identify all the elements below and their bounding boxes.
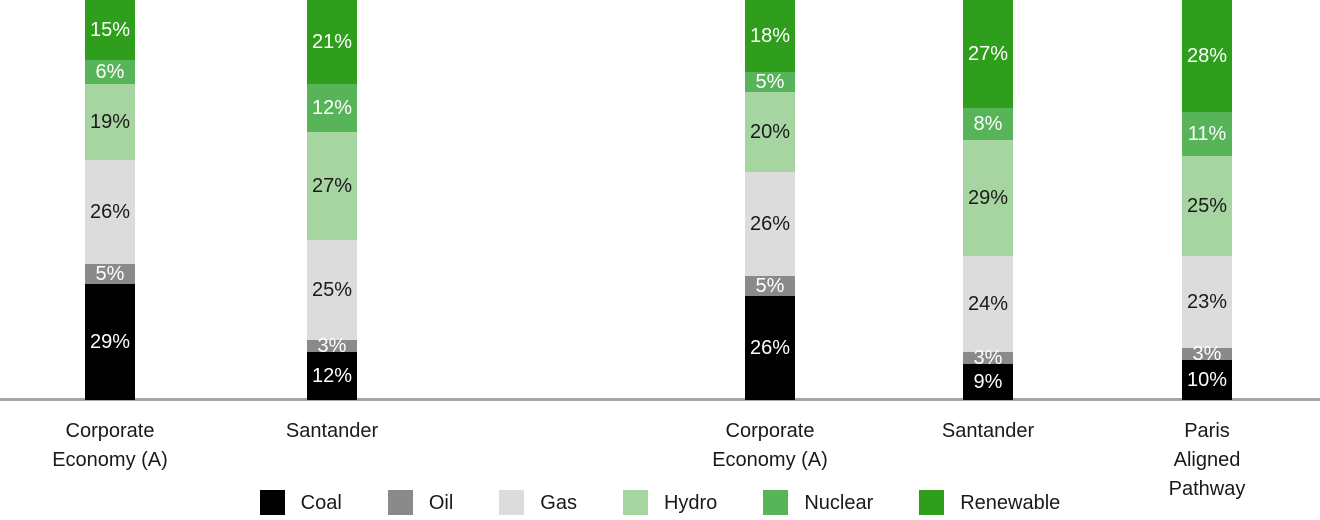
legend-label: Gas bbox=[540, 491, 577, 514]
legend-label: Coal bbox=[300, 491, 342, 514]
segment-value-label: 3% bbox=[973, 347, 1003, 369]
segment-value-label: 27% bbox=[311, 175, 353, 197]
segment-value-label: 29% bbox=[967, 187, 1009, 209]
bar-segment-gas: 26% bbox=[85, 160, 135, 264]
bar-segment-oil: 5% bbox=[745, 276, 795, 296]
stacked-bar: 26% 5% 26% 20% 5% 18% bbox=[745, 0, 795, 400]
bar-segment-hydro: 19% bbox=[85, 84, 135, 160]
category-label: Santander bbox=[941, 420, 1035, 442]
segment-value-label: 24% bbox=[967, 293, 1009, 315]
bar-segment-nuclear: 8% bbox=[963, 108, 1013, 140]
segment-value-label: 26% bbox=[749, 213, 791, 235]
legend-item-hydro: Hydro bbox=[622, 490, 718, 515]
stacked-bar: 10% 3% 23% 25% 11% 28% bbox=[1182, 0, 1232, 400]
legend-swatch-oil bbox=[387, 490, 413, 515]
bar-segment-oil: 3% bbox=[963, 348, 1013, 368]
segment-value-label: 9% bbox=[973, 371, 1003, 393]
segment-value-label: 26% bbox=[89, 201, 131, 223]
segment-value-label: 10% bbox=[1186, 369, 1228, 391]
bar-segment-oil: 3% bbox=[1182, 344, 1232, 364]
bar-segment-coal: 26% bbox=[745, 296, 795, 400]
segment-value-label: 11% bbox=[1187, 123, 1227, 145]
bar-segment-hydro: 27% bbox=[307, 132, 357, 240]
bar-segment-coal: 12% bbox=[307, 352, 357, 400]
legend-swatch-hydro bbox=[622, 490, 648, 515]
segment-value-label: 19% bbox=[89, 111, 131, 133]
bar-segment-gas: 23% bbox=[1182, 256, 1232, 348]
legend-label: Hydro bbox=[663, 491, 718, 514]
bar-segment-hydro: 25% bbox=[1182, 156, 1232, 256]
legend-item-gas: Gas bbox=[499, 490, 577, 515]
legend-label: Renewable bbox=[960, 491, 1061, 514]
legend-swatch-nuclear bbox=[763, 490, 789, 515]
category-label: Corporate Economy (A) bbox=[52, 420, 168, 471]
segment-value-label: 6% bbox=[95, 61, 125, 83]
bar-segment-nuclear: 6% bbox=[85, 60, 135, 84]
segment-value-label: 12% bbox=[311, 97, 353, 119]
bar-segment-coal: 10% bbox=[1182, 360, 1232, 400]
legend-item-renewable: Renewable bbox=[919, 490, 1060, 515]
segment-value-label: 15% bbox=[89, 19, 131, 41]
segment-value-label: 20% bbox=[749, 121, 791, 143]
plot-area: 29% 5% 26% 19% 6% 15% 12% 3% 25% 27% 12% 21% 26% 5% 26… bbox=[0, 0, 1320, 401]
legend-item-coal: Coal bbox=[259, 490, 342, 515]
bar-segment-nuclear: 11% bbox=[1182, 112, 1232, 156]
bar-segment-oil: 5% bbox=[85, 264, 135, 284]
legend-swatch-renewable bbox=[919, 490, 945, 515]
segment-value-label: 21% bbox=[311, 31, 353, 53]
segment-value-label: 5% bbox=[755, 275, 785, 297]
bar-segment-renewable: 21% bbox=[307, 0, 357, 84]
bar-segment-renewable: 28% bbox=[1182, 0, 1232, 112]
bar-segment-gas: 26% bbox=[745, 172, 795, 276]
segment-value-label: 3% bbox=[317, 335, 347, 357]
segment-value-label: 5% bbox=[755, 71, 785, 93]
segment-value-label: 27% bbox=[967, 43, 1009, 65]
legend-label: Nuclear bbox=[804, 491, 874, 514]
bar-segment-renewable: 15% bbox=[85, 0, 135, 60]
legend-label: Oil bbox=[428, 491, 454, 514]
bar-segment-gas: 25% bbox=[307, 240, 357, 340]
legend-swatch-gas bbox=[499, 490, 525, 515]
category-label: Corporate Economy (A) bbox=[712, 420, 828, 471]
stacked-bar: 9% 3% 24% 29% 8% 27% bbox=[963, 0, 1013, 400]
stacked-bar: 29% 5% 26% 19% 6% 15% bbox=[85, 0, 135, 400]
bar-segment-gas: 24% bbox=[963, 256, 1013, 352]
legend-item-nuclear: Nuclear bbox=[763, 490, 873, 515]
category-labels: Corporate Economy (A) Santander Corporate … bbox=[0, 417, 1320, 500]
segment-value-label: 12% bbox=[311, 365, 353, 387]
bar-segment-renewable: 27% bbox=[963, 0, 1013, 108]
segment-value-label: 28% bbox=[1186, 45, 1228, 67]
bar-segment-hydro: 29% bbox=[963, 140, 1013, 256]
legend: Coal Oil Gas Hydro Nuclear Renewable bbox=[0, 490, 1320, 515]
segment-value-label: 23% bbox=[1186, 291, 1228, 313]
bar-segment-coal: 9% bbox=[963, 364, 1013, 400]
segment-value-label: 26% bbox=[749, 337, 791, 359]
segment-value-label: 25% bbox=[311, 279, 353, 301]
segment-value-label: 18% bbox=[749, 25, 791, 47]
stacked-bar: 12% 3% 25% 27% 12% 21% bbox=[307, 0, 357, 400]
bar-segment-oil: 3% bbox=[307, 336, 357, 356]
legend-item-oil: Oil bbox=[387, 490, 454, 515]
bar-segment-nuclear: 5% bbox=[745, 72, 795, 92]
category-label: Santander bbox=[285, 420, 379, 442]
category-label: Paris Aligned Pathway bbox=[1168, 420, 1246, 500]
bar-segment-coal: 29% bbox=[85, 284, 135, 400]
legend-swatch-coal bbox=[259, 490, 285, 515]
segment-value-label: 5% bbox=[95, 263, 125, 285]
segment-value-label: 3% bbox=[1192, 343, 1222, 365]
x-axis-line bbox=[0, 398, 1320, 401]
bar-segment-renewable: 18% bbox=[745, 0, 795, 72]
bar-segment-hydro: 20% bbox=[745, 92, 795, 172]
segment-value-label: 8% bbox=[973, 113, 1003, 135]
segment-value-label: 29% bbox=[89, 331, 131, 353]
bar-segment-nuclear: 12% bbox=[307, 84, 357, 132]
segment-value-label: 25% bbox=[1186, 195, 1228, 217]
